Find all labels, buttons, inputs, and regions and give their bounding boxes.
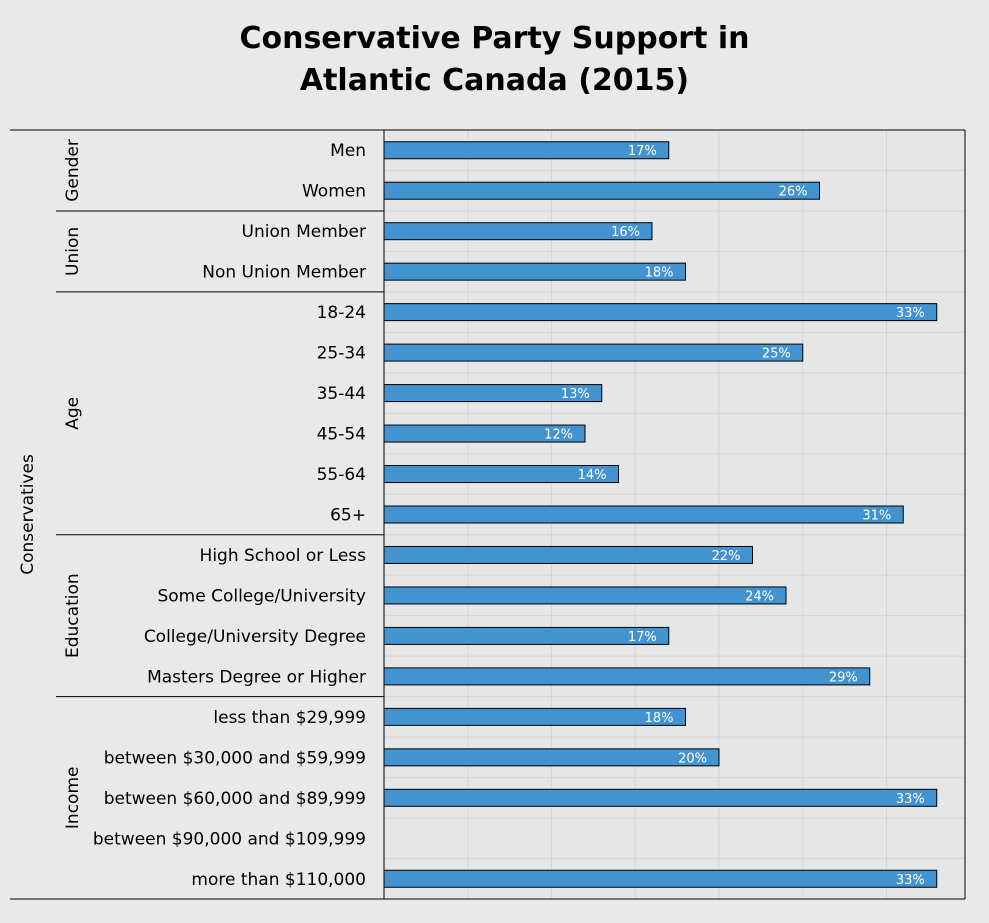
bar <box>383 222 653 241</box>
group-label: Union <box>63 227 83 276</box>
bar <box>383 667 871 686</box>
bar <box>383 545 753 564</box>
bar-value-label: 33% <box>896 792 925 807</box>
bar-value-label: 18% <box>645 266 674 281</box>
bar-value-label: 31% <box>862 509 891 524</box>
category-label: more than $110,000 <box>191 870 366 890</box>
category-label: High School or Less <box>200 546 367 566</box>
bar-value-label: 13% <box>561 387 590 402</box>
bar-value-label: 26% <box>779 185 808 200</box>
category-label: Union Member <box>242 222 366 242</box>
bar-value-label: 22% <box>712 549 741 564</box>
bar <box>383 424 586 443</box>
bar <box>383 384 603 403</box>
outer-group-label: Conservatives <box>18 454 38 575</box>
bar <box>383 869 938 888</box>
category-label: between $60,000 and $89,999 <box>104 789 366 809</box>
group-label: Education <box>63 573 83 658</box>
bar-value-label: 33% <box>896 306 925 321</box>
bar-value-label: 25% <box>762 347 791 362</box>
group-label: Income <box>63 767 83 830</box>
category-label: 55-64 <box>317 465 366 485</box>
category-label: Non Union Member <box>202 263 366 283</box>
bar <box>383 343 804 362</box>
group-label: Gender <box>63 139 83 202</box>
bar <box>383 788 938 807</box>
bar <box>383 303 938 322</box>
bar-value-label: 29% <box>829 670 858 685</box>
category-label: 35-44 <box>317 384 366 404</box>
category-label: between $30,000 and $59,999 <box>104 748 366 768</box>
bar <box>383 181 820 200</box>
bar-value-label: 14% <box>578 468 607 483</box>
bar <box>383 505 904 524</box>
bar <box>383 262 686 281</box>
category-label: 45-54 <box>317 425 366 445</box>
bar <box>383 707 686 726</box>
category-label: 18-24 <box>317 303 366 323</box>
bar-value-label: 33% <box>896 873 925 888</box>
bar-value-label: 24% <box>745 589 774 604</box>
category-label: Men <box>330 141 366 161</box>
category-label: Women <box>302 182 366 202</box>
category-label: Some College/University <box>157 586 366 606</box>
bar-value-label: 16% <box>611 225 640 240</box>
bar <box>383 465 619 484</box>
bar <box>383 586 787 605</box>
bar <box>383 141 670 160</box>
bar-value-label: 12% <box>544 428 573 443</box>
category-label: 25-34 <box>317 344 366 364</box>
bar-value-label: 20% <box>678 751 707 766</box>
bar <box>383 748 720 767</box>
bar <box>383 626 670 645</box>
category-label: College/University Degree <box>144 627 366 647</box>
category-label: 65+ <box>330 506 366 526</box>
category-label: less than $29,999 <box>213 708 366 728</box>
category-label: between $90,000 and $109,999 <box>93 829 366 849</box>
bar-value-label: 17% <box>628 630 657 645</box>
group-label: Age <box>63 397 83 430</box>
bar-value-label: 18% <box>645 711 674 726</box>
chart-title: Conservative Party Support in Atlantic C… <box>239 21 750 98</box>
category-label: Masters Degree or Higher <box>147 667 366 687</box>
bar-value-label: 17% <box>628 144 657 159</box>
